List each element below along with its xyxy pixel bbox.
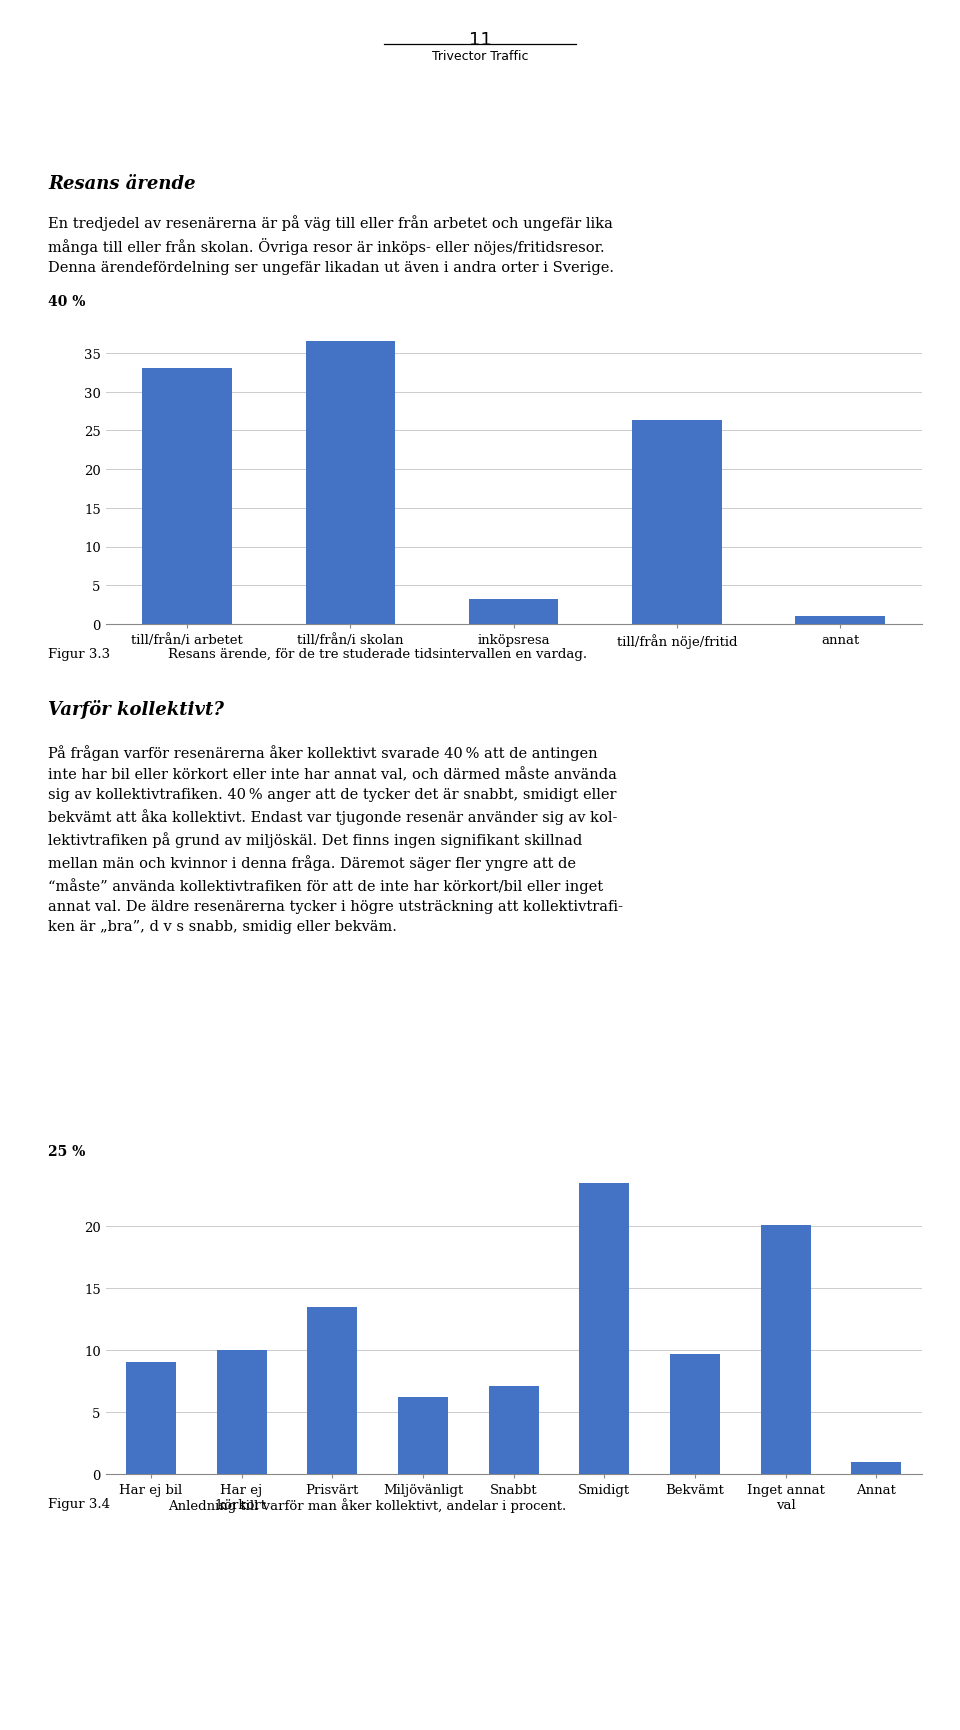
Text: Anledning till varför man åker kollektivt, andelar i procent.: Anledning till varför man åker kollektiv… — [168, 1496, 566, 1512]
Text: Resans ärende: Resans ärende — [48, 175, 196, 192]
Bar — [126, 1363, 176, 1474]
Text: Varför kollektivt?: Varför kollektivt? — [48, 699, 224, 718]
Text: På frågan varför resenärerna åker kollektivt svarade 40 % att de antingen
inte h: På frågan varför resenärerna åker kollek… — [48, 744, 623, 932]
Bar — [142, 368, 232, 625]
Bar — [217, 1349, 267, 1474]
Bar — [579, 1183, 629, 1474]
Bar — [670, 1355, 720, 1474]
Text: 11: 11 — [468, 31, 492, 48]
Text: 25 %: 25 % — [48, 1144, 85, 1157]
Text: 40 %: 40 % — [48, 294, 85, 308]
Bar — [632, 420, 722, 625]
Bar — [468, 600, 559, 625]
Bar — [852, 1462, 901, 1474]
Bar — [307, 1306, 357, 1474]
Bar — [760, 1225, 810, 1474]
Text: Figur 3.3: Figur 3.3 — [48, 647, 110, 661]
Text: Trivector Traffic: Trivector Traffic — [432, 50, 528, 64]
Bar — [305, 343, 396, 625]
Text: Resans ärende, för de tre studerade tidsintervallen en vardag.: Resans ärende, för de tre studerade tids… — [168, 647, 588, 661]
Bar — [489, 1386, 539, 1474]
Bar — [795, 618, 885, 625]
Bar — [398, 1398, 448, 1474]
Text: En tredjedel av resenärerna är på väg till eller från arbetet och ungefär lika
m: En tredjedel av resenärerna är på väg ti… — [48, 215, 614, 275]
Text: Figur 3.4: Figur 3.4 — [48, 1496, 110, 1510]
